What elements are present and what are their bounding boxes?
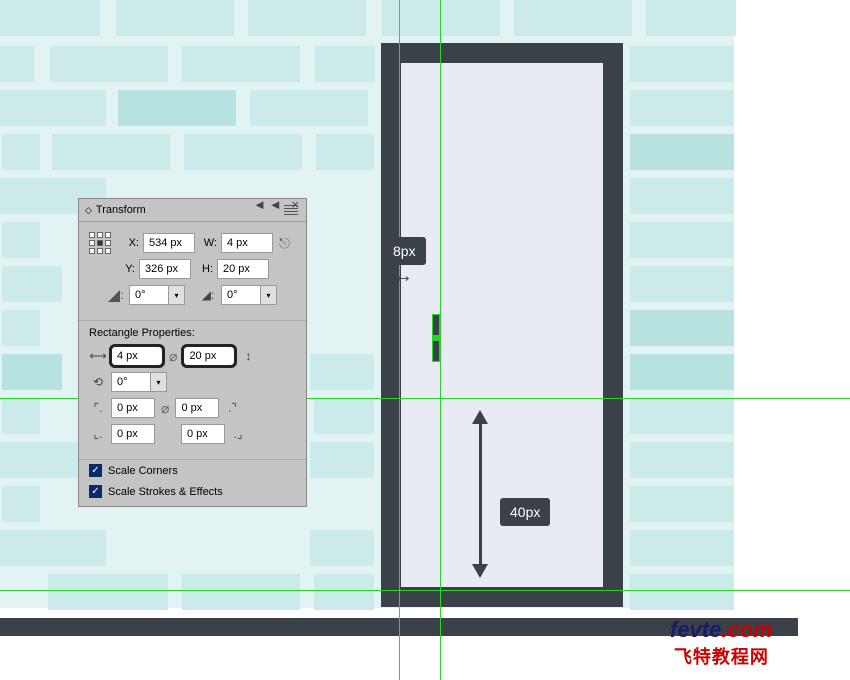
- brick: [0, 46, 34, 82]
- scale-strokes-checkbox[interactable]: ✓ Scale Strokes & Effects: [79, 481, 306, 506]
- brick: [48, 574, 168, 610]
- brick: [2, 486, 40, 522]
- brick: [630, 354, 734, 390]
- guide-vertical[interactable]: [399, 0, 400, 680]
- corner-bl-input[interactable]: [111, 424, 155, 444]
- link-broken-icon[interactable]: ⌀: [161, 400, 169, 417]
- brick: [630, 134, 734, 170]
- brick: [630, 442, 734, 478]
- brick: [630, 178, 734, 214]
- rectangle-properties-label: Rectangle Properties:: [89, 327, 296, 339]
- watermark-text: 飞特教程网: [670, 643, 773, 669]
- brick: [316, 134, 374, 170]
- checkbox-icon: ✓: [89, 464, 102, 477]
- scale-corners-checkbox[interactable]: ✓ Scale Corners: [79, 460, 306, 481]
- reference-point-selector[interactable]: [89, 232, 111, 254]
- h-label: H:: [195, 263, 213, 275]
- panel-toggle-icon[interactable]: ◇: [85, 205, 92, 216]
- w-label: W:: [199, 237, 217, 249]
- brick: [630, 398, 734, 434]
- h-input[interactable]: [217, 259, 269, 279]
- rect-height-input[interactable]: [183, 346, 235, 366]
- rotate-icon: ⟲: [89, 375, 107, 389]
- corner-tl-icon: ⌜.: [89, 401, 107, 415]
- brick: [630, 530, 734, 566]
- brick: [250, 90, 368, 126]
- selection-handle[interactable]: [433, 335, 439, 341]
- guide-horizontal[interactable]: [0, 590, 850, 591]
- watermark: fevte.com 飞特教程网: [670, 617, 773, 669]
- brick: [630, 574, 734, 610]
- transform-panel[interactable]: ◄◄ × ◇ Transform X: W: ⎋ Y: H: : ▾: [78, 198, 307, 507]
- brick: [630, 310, 734, 346]
- brick: [2, 310, 40, 346]
- dropdown-button[interactable]: ▾: [151, 372, 167, 392]
- brick: [314, 574, 374, 610]
- brick: [182, 46, 300, 82]
- corner-br-icon: .⌟: [229, 427, 247, 441]
- brick: [310, 354, 374, 390]
- panel-title: Transform: [96, 204, 146, 216]
- checkbox-icon: ✓: [89, 485, 102, 498]
- brick: [2, 222, 40, 258]
- brick: [52, 134, 170, 170]
- x-label: X:: [121, 237, 139, 249]
- watermark-text: .com: [721, 617, 772, 642]
- brick: [630, 222, 734, 258]
- brick: [514, 0, 632, 36]
- brick: [646, 0, 736, 36]
- corner-bl-icon: ⌞.: [89, 427, 107, 441]
- brick: [50, 46, 168, 82]
- corner-tr-input[interactable]: [175, 398, 219, 418]
- brick: [310, 442, 374, 478]
- dimension-label: 8px: [383, 237, 426, 265]
- brick: [116, 0, 234, 36]
- x-input[interactable]: [143, 233, 195, 253]
- brick: [310, 530, 374, 566]
- shear-icon: ◢:: [199, 288, 217, 302]
- dimension-label: 40px: [500, 498, 550, 526]
- corner-br-input[interactable]: [181, 424, 225, 444]
- brick: [630, 90, 734, 126]
- link-broken-icon[interactable]: ⌀: [169, 348, 177, 365]
- dimension-arrow-horizontal: ↔: [393, 265, 413, 288]
- brick: [2, 354, 62, 390]
- brick: [0, 90, 106, 126]
- brick: [248, 0, 366, 36]
- w-input[interactable]: [221, 233, 273, 253]
- link-icon[interactable]: ⎋: [279, 235, 290, 252]
- watermark-text: fevte: [670, 617, 721, 642]
- rotate-input[interactable]: [129, 285, 169, 305]
- guide-vertical[interactable]: [440, 0, 441, 680]
- height-icon: ↕: [239, 349, 257, 363]
- checkbox-label: Scale Strokes & Effects: [108, 486, 223, 498]
- dropdown-button[interactable]: ▾: [169, 285, 185, 305]
- brick: [118, 90, 236, 126]
- rect-width-input[interactable]: [111, 346, 163, 366]
- checkbox-label: Scale Corners: [108, 465, 178, 477]
- brick: [314, 398, 374, 434]
- brick: [182, 574, 300, 610]
- brick: [630, 486, 734, 522]
- corner-tr-icon: .⌝: [223, 401, 241, 415]
- panel-collapse-icons[interactable]: ◄◄ ×: [253, 197, 302, 212]
- y-input[interactable]: [139, 259, 191, 279]
- corner-tl-input[interactable]: [111, 398, 155, 418]
- brick: [0, 530, 106, 566]
- shear-input[interactable]: [221, 285, 261, 305]
- brick: [2, 398, 40, 434]
- brick: [630, 46, 734, 82]
- brick: [2, 266, 62, 302]
- brick: [0, 0, 100, 36]
- width-icon: ⟷: [89, 349, 107, 363]
- brick: [2, 134, 40, 170]
- dropdown-button[interactable]: ▾: [261, 285, 277, 305]
- rotate-icon: :: [107, 288, 125, 302]
- brick: [630, 266, 734, 302]
- brick: [184, 134, 302, 170]
- dimension-arrow-vertical: [470, 410, 490, 578]
- brick: [315, 46, 375, 82]
- rect-rotate-input[interactable]: [111, 372, 151, 392]
- y-label: Y:: [117, 263, 135, 275]
